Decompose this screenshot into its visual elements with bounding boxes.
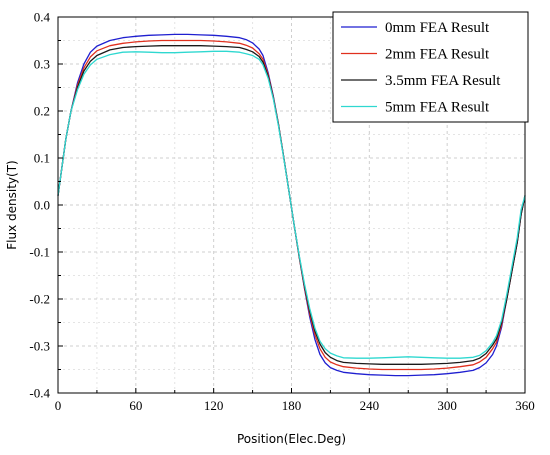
x-tick-labels: 0 60 120 180 240 300 360 [55, 398, 535, 413]
y-tick-labels: 0.4 0.3 0.2 0.1 0.0 -0.1 -0.2 -0.3 -0.4 [29, 10, 50, 401]
legend-entry: 3.5mm FEA Result [385, 73, 501, 89]
legend-entry: 0mm FEA Result [385, 20, 490, 36]
legend-entry: 5mm FEA Result [385, 100, 490, 116]
x-tick-label: 60 [129, 398, 142, 413]
y-tick-label: 0.4 [34, 10, 51, 25]
y-tick-label: 0.2 [34, 104, 50, 119]
x-tick-label: 0 [55, 398, 62, 413]
x-tick-label: 240 [360, 398, 380, 413]
x-tick-label: 360 [515, 398, 535, 413]
x-tick-label: 120 [204, 398, 224, 413]
y-tick-label: 0.1 [34, 151, 50, 166]
y-tick-label: 0.0 [34, 198, 50, 213]
x-tick-label: 180 [282, 398, 302, 413]
series-lines [57, 33, 526, 377]
legend-box [332, 11, 529, 123]
y-tick-label: -0.3 [29, 339, 50, 354]
legend-entry: 2mm FEA Result [385, 47, 490, 63]
y-axis-label: Flux density(T) [5, 160, 19, 249]
y-tick-label: 0.3 [34, 57, 50, 72]
axis-ticks [57, 16, 526, 394]
y-tick-label: -0.2 [29, 292, 50, 307]
x-axis-label: Position(Elec.Deg) [237, 432, 346, 446]
legend: 0mm FEA Result 2mm FEA Result 3.5mm FEA Re… [332, 11, 529, 123]
y-tick-label: -0.1 [29, 245, 50, 260]
series-line [57, 50, 526, 359]
x-tick-label: 300 [437, 398, 457, 413]
y-tick-label: -0.4 [29, 386, 50, 401]
